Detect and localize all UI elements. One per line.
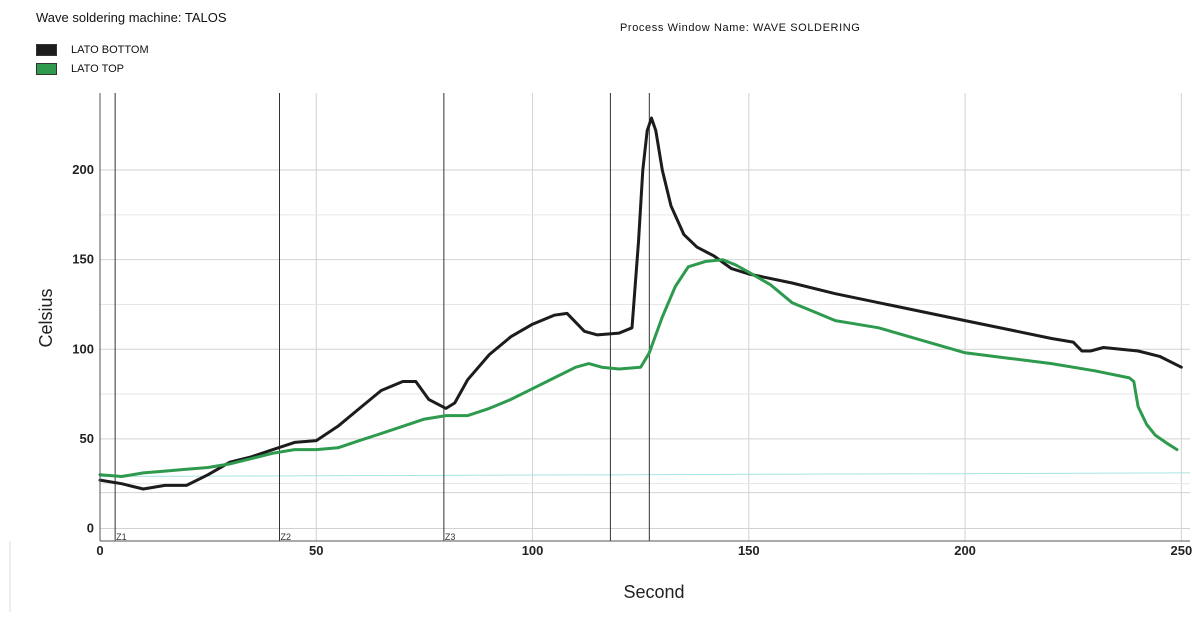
zone-label: Z2 bbox=[281, 532, 292, 542]
x-tick-label: 100 bbox=[522, 543, 544, 558]
x-tick-label: 200 bbox=[954, 543, 976, 558]
tick-labels: 0 50 100 150 200 250 0 50 100 150 200 bbox=[72, 162, 1192, 558]
x-tick-label: 150 bbox=[738, 543, 760, 558]
y-tick-label: 200 bbox=[72, 162, 94, 177]
legend-item-top: LATO TOP bbox=[36, 59, 149, 78]
axes bbox=[9, 93, 1190, 612]
machine-title: Wave soldering machine: TALOS bbox=[36, 10, 227, 25]
process-window-title: Process Window Name: WAVE SOLDERING bbox=[620, 22, 861, 34]
y-tick-label: 0 bbox=[87, 520, 94, 535]
series-line-0 bbox=[98, 116, 1183, 491]
x-tick-label: 50 bbox=[309, 543, 323, 558]
legend-swatch-bottom bbox=[36, 43, 57, 56]
zone-label: Z3 bbox=[445, 532, 456, 542]
y-tick-label: 50 bbox=[80, 431, 94, 446]
zone-label: Z1 bbox=[116, 532, 127, 542]
x-axis-label: Second bbox=[623, 582, 684, 602]
legend-item-bottom: LATO BOTTOM bbox=[36, 40, 149, 59]
series-line-1 bbox=[98, 258, 1179, 478]
x-tick-label: 0 bbox=[96, 543, 103, 558]
legend-label-top: LATO TOP bbox=[71, 62, 124, 75]
reference-line-group bbox=[99, 472, 1191, 477]
legend-label-bottom: LATO BOTTOM bbox=[71, 43, 149, 56]
legend-swatch-top bbox=[36, 62, 57, 75]
chart-legend: LATO BOTTOM LATO TOP bbox=[36, 40, 149, 78]
reference-line bbox=[99, 472, 1191, 477]
y-tick-label: 150 bbox=[72, 252, 94, 267]
series-lines bbox=[98, 116, 1183, 491]
x-tick-label: 250 bbox=[1170, 543, 1192, 558]
zone-lines: Z1 Z2 Z3 bbox=[114, 93, 650, 542]
y-tick-label: 100 bbox=[72, 341, 94, 356]
y-axis-label: Celsius bbox=[36, 288, 56, 347]
